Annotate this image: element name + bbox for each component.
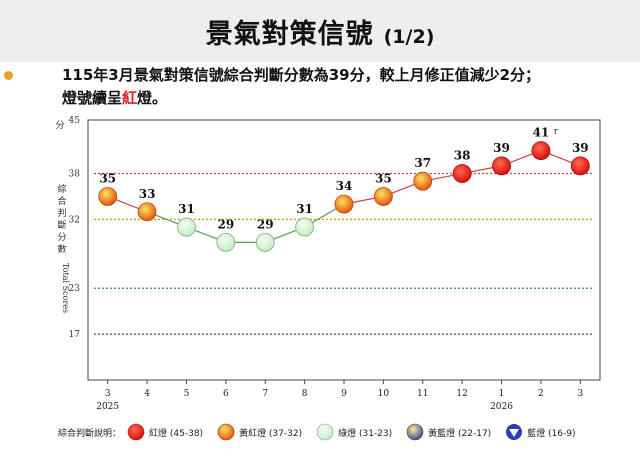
data-point-yellow-red [413,171,433,191]
data-point-red [531,141,551,160]
x-year-label: 2025 [96,402,119,412]
y-axis-label-char: 數 [57,243,66,255]
data-label: 29 [257,217,274,231]
legend-title: 綜合判斷說明： [58,428,122,439]
data-point-red [452,164,472,183]
x-year-label: 2026 [490,402,513,412]
legend-item-blue: 藍燈 (16-9) [505,423,576,441]
data-point-green [177,217,196,237]
y-tick-label: 38 [69,170,81,180]
data-point-red [570,156,590,176]
revised-mark: r [554,127,558,136]
y-axis-label-char: 斷 [57,219,66,231]
summary-line-2-after: 燈。 [137,89,168,107]
y-axis-label-en: Total Scores [61,263,70,313]
legend-item-yellow-blue: 黃藍燈 (22-17) [406,423,491,441]
x-tick-label: 10 [378,389,390,399]
x-tick-label: 1 [499,389,505,399]
data-label: 41 [533,126,550,140]
data-point-yellow-red [98,187,118,206]
data-label: 31 [296,202,313,216]
y-tick-label: 45 [69,116,81,126]
title-page-indicator: (1/2) [383,26,435,48]
x-tick-label: 5 [184,389,190,399]
x-tick-label: 12 [456,389,467,399]
y-tick-label: 23 [69,284,81,294]
legend-label: 紅燈 (45-38) [149,428,204,439]
data-label: 31 [178,202,195,216]
x-tick-label: 9 [341,389,347,399]
x-tick-label: 4 [144,389,150,399]
legend-item-yellow-red: 黃紅燈 (37-32) [217,423,302,441]
data-label: 39 [572,141,589,155]
legend-label: 黃藍燈 (22-17) [428,428,492,439]
legend-label: 黃紅燈 (37-32) [239,428,303,439]
data-label: 33 [139,187,156,201]
title-text: 景氣對策信號 [205,19,374,50]
x-tick-label: 2 [538,389,544,399]
data-point-green [295,217,315,237]
legend-swatch-red-icon [127,423,145,441]
summary-line-2-before: 燈號續呈 [62,89,123,107]
legend-label: 綠燈 (31-23) [338,428,393,439]
legend-item-green: 綠燈 (31-23) [316,423,392,441]
y-axis-label-char: 判 [57,207,66,219]
legend-swatch-blue-icon [506,424,523,440]
data-point-yellow-red [137,202,157,222]
summary-line-2: 燈號續呈紅燈。 [62,87,640,110]
y-axis-label-char: 綜 [57,183,66,195]
legend-swatch-yellow-red-icon [217,423,235,441]
legend-swatch-yellow-blue-icon [406,423,424,441]
y-axis-label-char: 合 [57,195,66,207]
data-point-red [492,156,511,176]
legend-swatch-green-icon [316,423,334,441]
x-tick-label: 7 [262,389,268,399]
data-label: 37 [414,156,431,170]
data-label: 35 [375,171,392,185]
x-tick-label: 3 [105,389,111,399]
legend-item-red: 紅燈 (45-38) [127,423,203,441]
data-point-yellow-red [334,194,354,214]
data-point-green [255,232,275,252]
x-tick-label: 3 [577,389,583,399]
data-label: 34 [336,179,353,193]
summary-text: 115年3月景氣對策信號綜合判斷分數為39分，較上月修正值減少2分； 燈號續呈紅… [62,64,640,110]
legend-label: 藍燈 (16-9) [527,428,576,439]
data-point-yellow-red [373,187,393,206]
y-axis-label-char: 分 [57,232,66,243]
data-label: 39 [493,141,510,155]
y-axis-unit: 分 [55,120,64,131]
bullet-dot-icon [4,71,13,80]
plot-frame [87,119,601,381]
x-tick-label: 8 [302,389,308,399]
summary-line-2-red: 紅 [122,89,138,107]
summary-line-1: 115年3月景氣對策信號綜合判斷分數為39分，較上月修正值減少2分； [62,66,541,84]
legend: 綜合判斷說明： 紅燈 (45-38) 黃紅燈 (37-32) 綠燈 (31-23) 黃… [58,422,590,442]
data-point-green [216,232,236,252]
title-band [0,0,640,62]
data-label: 38 [454,149,471,163]
x-tick-label: 11 [417,389,428,399]
y-tick-label: 32 [69,215,80,225]
x-tick-label: 6 [223,389,229,399]
page-title: 景氣對策信號 (1/2) [0,12,640,51]
y-tick-label: 17 [69,330,81,340]
data-label: 35 [99,171,116,185]
data-label: 29 [217,217,234,231]
